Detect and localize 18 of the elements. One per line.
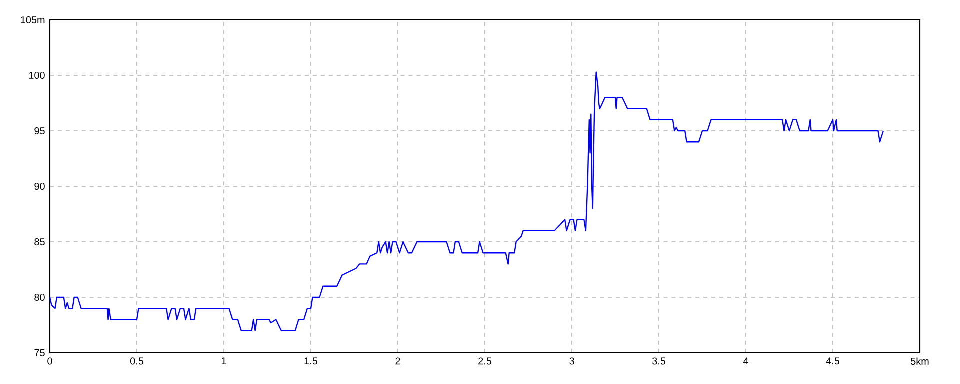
x-tick-label: 2: [396, 358, 400, 365]
y-tick-label: 105m: [21, 16, 45, 24]
x-tick-label: 1.5: [304, 358, 318, 365]
y-tick-label: 90: [34, 182, 45, 190]
y-tick-label: 100: [29, 72, 45, 80]
y-tick-label: 75: [34, 350, 45, 356]
x-tick-label: 2.5: [478, 358, 492, 365]
y-tick-label: 85: [34, 238, 45, 246]
x-tick-label: 5km: [910, 358, 929, 366]
y-tick-label: 95: [34, 127, 45, 135]
x-tick-label: 1: [222, 358, 226, 365]
x-tick-label: 4: [743, 358, 748, 365]
x-tick-label: 3: [570, 358, 574, 365]
x-tick-label: 4.5: [826, 358, 840, 365]
x-tick-label: 3.5: [652, 358, 666, 365]
x-tick-label: 0.5: [130, 358, 144, 365]
y-tick-label: 80: [34, 294, 45, 302]
x-tick-label: 0: [48, 358, 52, 365]
